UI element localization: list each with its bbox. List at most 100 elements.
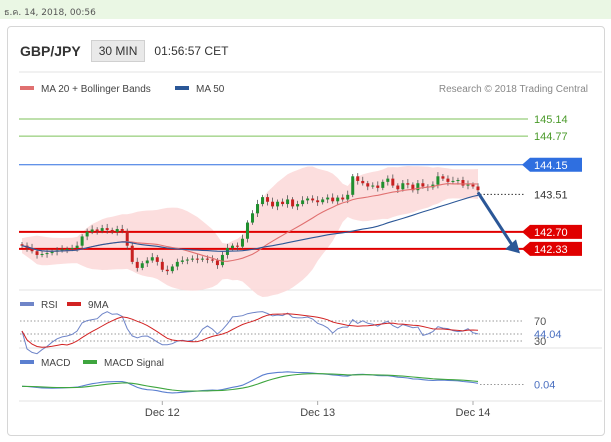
candle [316, 200, 320, 203]
candle [30, 248, 34, 252]
candle [165, 269, 169, 272]
legend-ma20-swatch [20, 86, 34, 90]
level-label-5: 142.33 [534, 244, 568, 256]
candle [331, 197, 335, 202]
candle [205, 258, 209, 260]
legend-macd-signal-swatch [83, 360, 97, 364]
level-label-1: 144.77 [534, 131, 568, 143]
x-axis: Dec 12 Dec 13 Dec 14 [145, 401, 490, 419]
candle [301, 200, 305, 205]
candle [471, 184, 475, 187]
candle [185, 259, 189, 261]
candle [421, 183, 425, 187]
candle [256, 204, 260, 214]
time-label: 01:56:57 CET [154, 44, 229, 58]
candle [271, 201, 275, 207]
legend-macd-label: MACD [41, 358, 70, 369]
candle [150, 257, 154, 261]
legend-rsi-ma-label: 9MA [88, 300, 109, 311]
candle [180, 260, 184, 262]
legend-rsi-ma-swatch [67, 302, 81, 306]
macd-line [21, 371, 479, 394]
candle [306, 198, 310, 201]
level-tag-2 [522, 157, 582, 172]
rsi-level-label-2: 30 [534, 336, 546, 348]
candle [361, 180, 365, 184]
candle [120, 229, 124, 231]
candle [441, 176, 445, 179]
candle [281, 201, 285, 205]
candle [406, 183, 410, 185]
rsi-level-label-1: 44.04 [534, 329, 562, 341]
candle [336, 197, 340, 202]
timestamp-bar: ธ.ค. 14, 2018, 00:56 [0, 0, 611, 19]
legend-ma50-label: MA 50 [196, 84, 225, 95]
timeframe-button[interactable]: 30 MIN [90, 40, 146, 62]
candle [251, 213, 255, 223]
candle [296, 204, 300, 207]
candle [286, 199, 290, 205]
candle [240, 238, 244, 247]
candle [261, 197, 265, 205]
last-price-label: 143.51 [534, 189, 568, 201]
candle [155, 257, 159, 262]
legend-ma50-swatch [175, 86, 189, 90]
candle [60, 249, 64, 251]
candle [95, 229, 99, 231]
candle [45, 253, 49, 255]
candle [85, 231, 89, 237]
candle [210, 259, 214, 261]
candle [160, 261, 164, 270]
candle [145, 260, 149, 264]
candle [451, 180, 455, 182]
candle [456, 180, 460, 182]
candle [321, 199, 325, 203]
candle [20, 244, 24, 246]
candle [110, 229, 114, 232]
legend-rsi-label: RSI [41, 300, 58, 311]
candle [376, 185, 380, 188]
candle [346, 194, 350, 200]
candle [311, 198, 315, 201]
rsi-line [21, 311, 479, 355]
candle [411, 184, 415, 191]
candle [326, 197, 330, 200]
candle [466, 184, 470, 186]
x-tick-label-1: Dec 13 [300, 407, 335, 419]
legend-macd-swatch [20, 360, 34, 364]
candle [115, 229, 119, 232]
rsi-level-label-0: 70 [534, 316, 546, 328]
candle [140, 263, 144, 268]
forecast-arrow-shaft [476, 191, 515, 248]
candle [245, 222, 249, 239]
candle [105, 228, 109, 230]
candle [396, 185, 400, 190]
candle [391, 178, 395, 186]
macd-level-label: 0.04 [534, 379, 555, 391]
candle [40, 254, 44, 256]
symbol-label: GBP/JPY [20, 43, 81, 59]
level-tag-5 [522, 241, 582, 256]
legend-rsi-swatch [20, 302, 34, 306]
timestamp-text: ธ.ค. 14, 2018, 00:56 [4, 8, 96, 18]
candle [401, 183, 405, 190]
candle [235, 245, 239, 247]
candle [175, 261, 179, 267]
price-panel: 145.14 144.77 144.15 143.51 142.70 142.33 [19, 114, 582, 297]
candle [200, 258, 204, 260]
candle [190, 258, 194, 260]
candle [476, 186, 480, 191]
candle [35, 251, 39, 255]
macd-signal-line [21, 373, 479, 392]
candle [65, 248, 69, 250]
candle [416, 183, 420, 191]
level-label-0: 145.14 [534, 114, 568, 126]
candle [80, 236, 84, 246]
candle [195, 258, 199, 260]
ma50-line [21, 194, 479, 252]
rsi-ma-line [21, 313, 479, 348]
candle [371, 185, 375, 187]
candle [386, 178, 390, 182]
candle [230, 245, 234, 248]
